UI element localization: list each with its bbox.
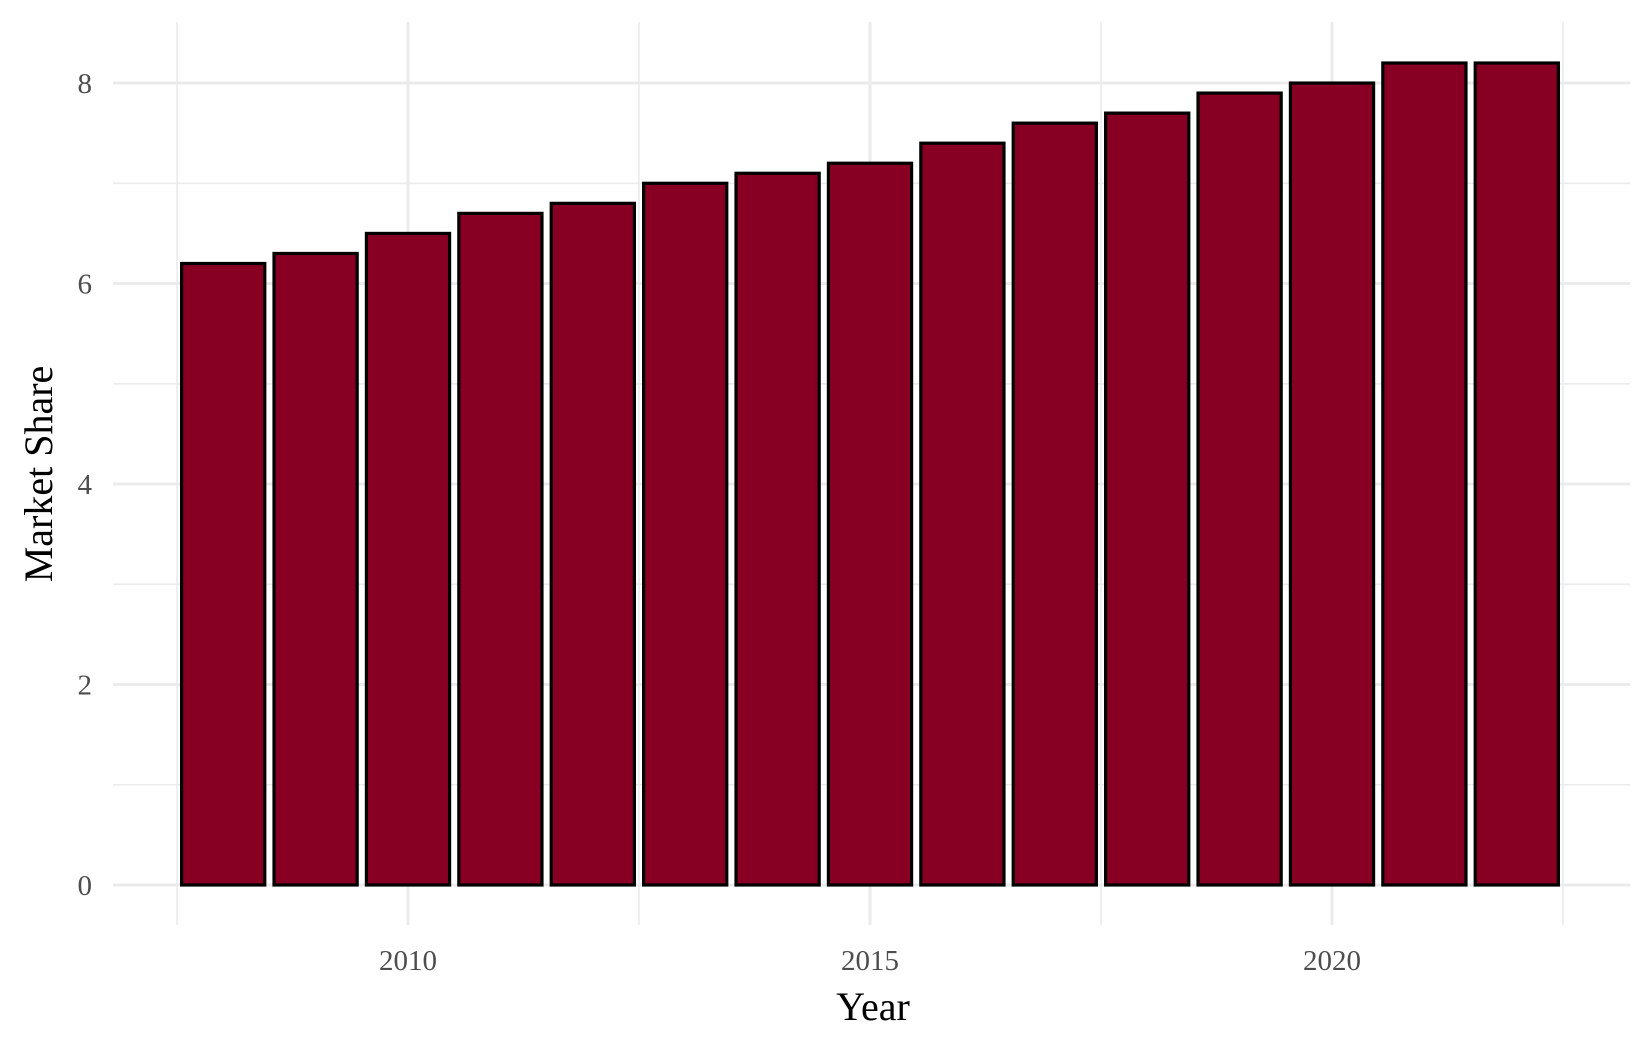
bar-2018 bbox=[1104, 111, 1191, 887]
x-axis-title: Year bbox=[836, 984, 910, 1029]
y-tick-label: 4 bbox=[78, 469, 93, 501]
y-axis-title: Market Share bbox=[16, 366, 61, 583]
bar-2012 bbox=[549, 201, 636, 887]
bar-2014 bbox=[734, 171, 821, 887]
y-tick-label: 8 bbox=[78, 68, 93, 100]
x-tick-label: 2015 bbox=[841, 945, 899, 977]
bar-2010 bbox=[364, 231, 452, 887]
y-axis-ticks: 0 2 4 6 8 bbox=[78, 68, 93, 902]
bar-2022 bbox=[1473, 61, 1560, 887]
bar-2017 bbox=[1011, 121, 1098, 887]
x-axis-ticks: 2010 2015 2020 bbox=[379, 945, 1361, 977]
bar-2020 bbox=[1288, 81, 1376, 887]
x-tick-label: 2020 bbox=[1303, 945, 1361, 977]
y-tick-label: 2 bbox=[78, 670, 93, 702]
bar-2011 bbox=[457, 211, 544, 887]
x-tick-label: 2010 bbox=[379, 945, 437, 977]
bar-2021 bbox=[1381, 61, 1468, 887]
bar-2016 bbox=[919, 141, 1006, 887]
bar-2015 bbox=[826, 161, 914, 887]
y-tick-label: 0 bbox=[78, 870, 93, 902]
y-tick-label: 6 bbox=[78, 269, 93, 301]
bar-2008 bbox=[180, 261, 267, 887]
bar-2013 bbox=[642, 181, 729, 887]
bars-layer bbox=[180, 61, 1560, 887]
bar-2019 bbox=[1196, 91, 1283, 887]
bar-2009 bbox=[272, 251, 359, 887]
